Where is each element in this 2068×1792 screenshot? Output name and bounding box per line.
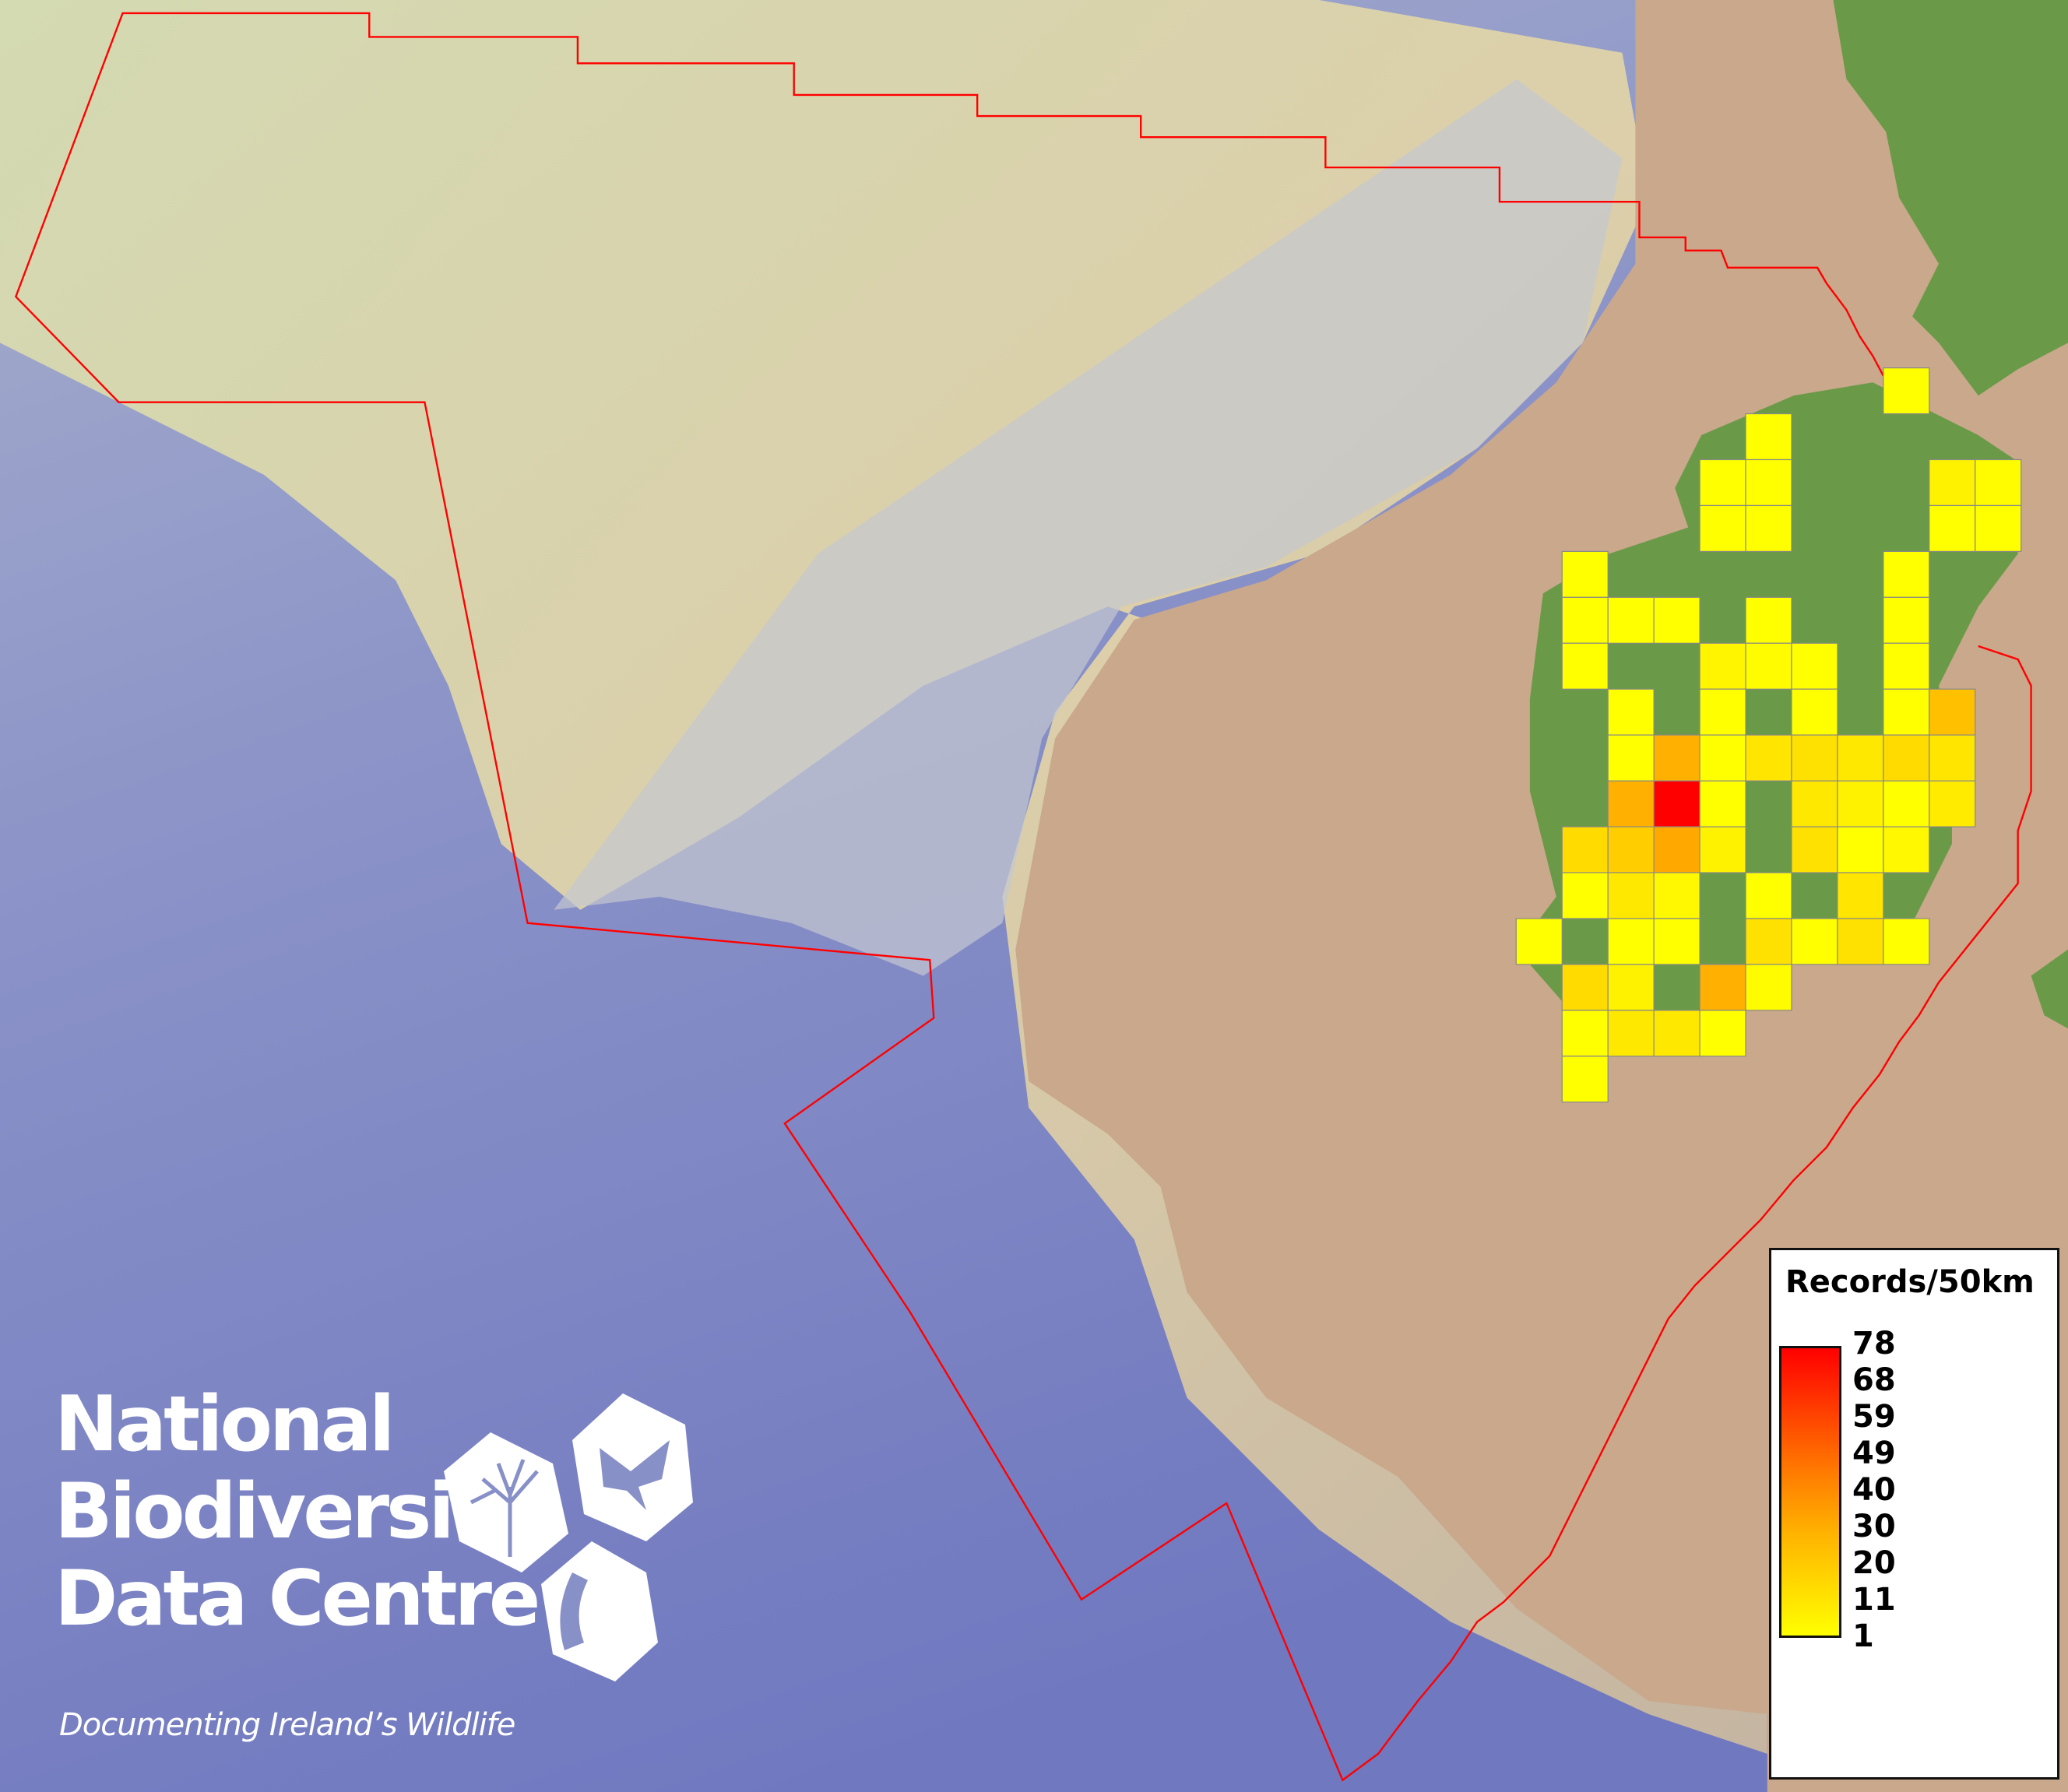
seahorse-icon xyxy=(541,1541,658,1681)
grid-cell xyxy=(1837,826,1884,873)
legend-tick: 68 xyxy=(1852,1362,1896,1398)
grid-cell xyxy=(1837,918,1884,965)
grid-cell xyxy=(1607,918,1655,965)
grid-cell xyxy=(1745,642,1792,690)
grid-cell xyxy=(1561,1010,1609,1057)
grid-cell xyxy=(1745,872,1792,919)
grid-cell xyxy=(1929,459,1976,507)
grid-cell xyxy=(1561,826,1609,873)
tree-icon xyxy=(444,1432,568,1572)
legend-tick: 30 xyxy=(1852,1509,1896,1544)
grid-cell xyxy=(1883,918,1930,965)
logo-line-data-centre: Data Centre xyxy=(55,1555,540,1643)
landmass-scotland xyxy=(1833,0,2068,396)
grid-cell xyxy=(1837,872,1884,919)
grid-cell xyxy=(1561,642,1609,690)
grid-cell xyxy=(1745,504,1792,552)
legend-tick: 20 xyxy=(1852,1545,1896,1581)
legend-tick: 49 xyxy=(1852,1435,1896,1471)
grid-cell xyxy=(1699,1010,1746,1057)
grid-cell xyxy=(1791,780,1838,827)
grid-cell xyxy=(1653,734,1700,782)
grid-cell xyxy=(1607,780,1655,827)
records-grid xyxy=(1515,367,2022,1103)
grid-cell xyxy=(1653,780,1700,827)
grid-cell xyxy=(1699,964,1746,1011)
grid-cell xyxy=(1883,688,1930,736)
grid-cell xyxy=(1607,1010,1655,1057)
grid-cell xyxy=(1975,459,2022,507)
grid-cell xyxy=(1653,872,1700,919)
grid-cell xyxy=(1561,1056,1609,1103)
grid-cell xyxy=(1699,504,1746,552)
grid-cell xyxy=(1883,826,1930,873)
grid-cell xyxy=(1883,367,1930,415)
grid-cell xyxy=(1883,596,1930,644)
grid-cell xyxy=(1561,872,1609,919)
grid-cell xyxy=(1929,688,1976,736)
legend-tick: 40 xyxy=(1852,1472,1896,1508)
grid-cell xyxy=(1791,826,1838,873)
grid-cell xyxy=(1929,504,1976,552)
grid-cell xyxy=(1607,826,1655,873)
grid-cell xyxy=(1607,688,1655,736)
grid-cell xyxy=(1745,734,1792,782)
grid-cell xyxy=(1561,550,1609,598)
legend-tick: 11 xyxy=(1852,1582,1896,1618)
logo-tagline: Documenting Ireland’s Wildlife xyxy=(59,1707,515,1743)
grid-cell xyxy=(1883,780,1930,827)
grid-cell xyxy=(1791,642,1838,690)
grid-cell xyxy=(1607,964,1655,1011)
grid-cell xyxy=(1607,734,1655,782)
grid-cell xyxy=(1883,642,1930,690)
grid-cell xyxy=(1791,918,1838,965)
legend-tick: 78 xyxy=(1852,1326,1896,1362)
grid-cell xyxy=(1929,780,1976,827)
grid-cell xyxy=(1791,734,1838,782)
grid-cell xyxy=(1699,688,1746,736)
grid-cell xyxy=(1883,550,1930,598)
boundary-line xyxy=(14,12,2032,1782)
grid-cell xyxy=(1515,918,1563,965)
grid-cell xyxy=(1699,459,1746,507)
logo-hexagons xyxy=(444,1393,693,1681)
grid-cell xyxy=(1561,964,1609,1011)
legend-tick: 1 xyxy=(1852,1618,1874,1654)
grid-cell xyxy=(1607,596,1655,644)
grid-cell xyxy=(1653,1010,1700,1057)
grid-cell xyxy=(1653,826,1700,873)
grid-cell xyxy=(1975,504,2022,552)
grid-cell xyxy=(1745,964,1792,1011)
grid-cell xyxy=(1653,918,1700,965)
grid-cell xyxy=(1837,780,1884,827)
grid-cell xyxy=(1791,688,1838,736)
grid-cell xyxy=(1699,642,1746,690)
grid-cell xyxy=(1607,872,1655,919)
grid-cell xyxy=(1929,734,1976,782)
grid-cell xyxy=(1745,413,1792,461)
legend: Records/50km 78 68 59 49 40 30 20 11 1 xyxy=(1769,1248,2059,1780)
grid-cell xyxy=(1699,780,1746,827)
logo-line-national: National xyxy=(55,1380,395,1469)
grid-cell xyxy=(1699,734,1746,782)
legend-title: Records/50km xyxy=(1785,1264,2035,1300)
grid-cell xyxy=(1837,734,1884,782)
legend-color-ramp xyxy=(1779,1346,1841,1638)
grid-cell xyxy=(1745,459,1792,507)
landmass-wales xyxy=(2031,949,2068,1029)
grid-cell xyxy=(1653,596,1700,644)
legend-tick: 59 xyxy=(1852,1399,1896,1435)
deep-channel xyxy=(554,79,1623,976)
grid-cell xyxy=(1745,596,1792,644)
grid-cell xyxy=(1561,596,1609,644)
butterfly-icon xyxy=(572,1393,693,1541)
grid-cell xyxy=(1745,918,1792,965)
grid-cell xyxy=(1883,734,1930,782)
grid-cell xyxy=(1699,826,1746,873)
